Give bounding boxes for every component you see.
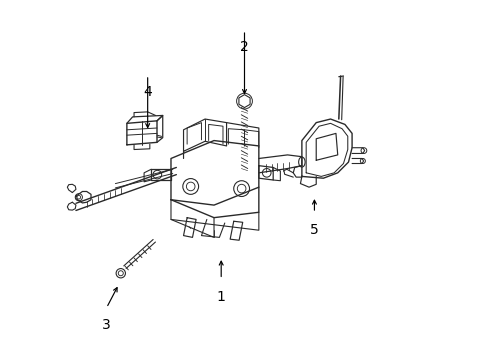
Text: 2: 2 (240, 40, 248, 54)
Text: 5: 5 (309, 223, 318, 237)
Text: 4: 4 (143, 85, 152, 99)
Text: 3: 3 (102, 318, 111, 332)
Text: 1: 1 (216, 289, 225, 303)
